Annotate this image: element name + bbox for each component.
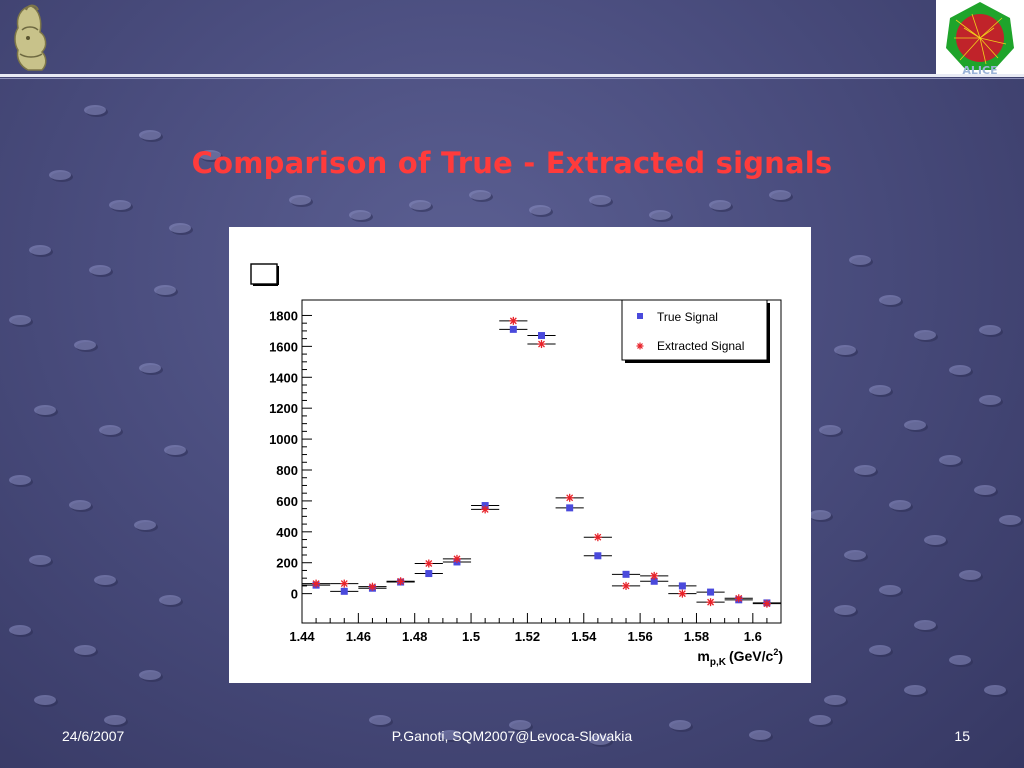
y-tick-label: 1400 <box>269 370 298 385</box>
canvas-title-box <box>250 263 278 285</box>
extracted-signal-point <box>424 559 433 568</box>
y-tick-label: 400 <box>276 525 298 540</box>
true-signal-point <box>538 332 545 340</box>
true-signal-point <box>707 588 715 596</box>
extracted-signal-point <box>481 505 490 514</box>
athena-helmet-logo <box>14 4 47 71</box>
x-axis-label: mp,K (GeV/c2) <box>697 647 783 668</box>
true-signal-point <box>622 570 630 578</box>
y-tick-label: 1800 <box>269 308 298 323</box>
extracted-signal-point <box>593 533 602 542</box>
true-signal-point <box>509 325 517 333</box>
chart-panel: 0 200 400 600 800 1000 1200 1400 1600 1800 1.44 1.4… <box>229 227 811 683</box>
footer-presenter: P.Ganoti, SQM2007@Levoca-Slovakia <box>391 728 633 744</box>
x-tick-label: 1.46 <box>346 629 371 644</box>
extracted-signal-point <box>706 598 715 607</box>
extracted-signal-point <box>537 340 546 349</box>
extracted-signal-point <box>650 571 659 580</box>
footer-date: 24/6/2007 <box>62 728 125 744</box>
y-tick-label: 600 <box>276 494 298 509</box>
slide-title: Comparison of True - Extracted signals <box>191 146 833 180</box>
y-tick-label: 0 <box>291 587 298 602</box>
extracted-signal-point <box>734 594 743 603</box>
true-signal-point <box>566 504 574 512</box>
extracted-signal-point <box>368 582 377 591</box>
true-signal-point <box>678 582 686 590</box>
legend-extracted-signal-label: Extracted Signal <box>657 339 744 353</box>
page-number: 15 <box>954 728 970 744</box>
x-tick-label: 1.54 <box>571 629 597 644</box>
alice-logo: ALICE <box>936 0 1024 77</box>
x-tick-label: 1.48 <box>402 629 427 644</box>
x-tick-label: 1.58 <box>684 629 709 644</box>
legend-true-signal-label: True Signal <box>657 310 718 324</box>
alice-logo-text: ALICE <box>962 64 997 76</box>
true-signal-point <box>340 587 348 595</box>
signal-comparison-chart: 0 200 400 600 800 1000 1200 1400 1600 1800 1.44 1.4… <box>250 263 783 668</box>
y-tick-label: 1200 <box>269 401 298 416</box>
extracted-signal-point <box>622 581 631 590</box>
extracted-signal-point <box>452 554 461 563</box>
extracted-signal-point <box>340 579 349 588</box>
extracted-signal-point <box>678 589 687 598</box>
legend-box <box>621 299 768 361</box>
extracted-signal-point <box>762 599 771 608</box>
legend-true-signal-marker <box>637 313 643 319</box>
x-tick-label: 1.6 <box>744 629 762 644</box>
true-signal-point <box>425 570 433 578</box>
y-tick-label: 200 <box>276 556 298 571</box>
y-tick-label: 1600 <box>269 339 298 354</box>
extracted-signal-point <box>509 316 518 325</box>
true-signal-point <box>650 577 658 585</box>
true-signal-series <box>302 325 781 607</box>
legend-extracted-signal-marker <box>636 342 644 350</box>
extracted-signal-point <box>396 577 405 586</box>
x-tick-label: 1.56 <box>627 629 652 644</box>
extracted-signal-point <box>565 493 574 502</box>
extracted-signal-series <box>302 316 781 608</box>
y-tick-label: 1000 <box>269 432 298 447</box>
y-tick-label: 800 <box>276 463 298 478</box>
x-tick-label: 1.5 <box>462 629 480 644</box>
true-signal-point <box>594 552 602 560</box>
x-tick-label: 1.44 <box>289 629 315 644</box>
x-tick-label: 1.52 <box>515 629 540 644</box>
extracted-signal-point <box>312 579 321 588</box>
header-rule-shadow <box>0 78 1024 79</box>
header-rule <box>0 74 1024 77</box>
